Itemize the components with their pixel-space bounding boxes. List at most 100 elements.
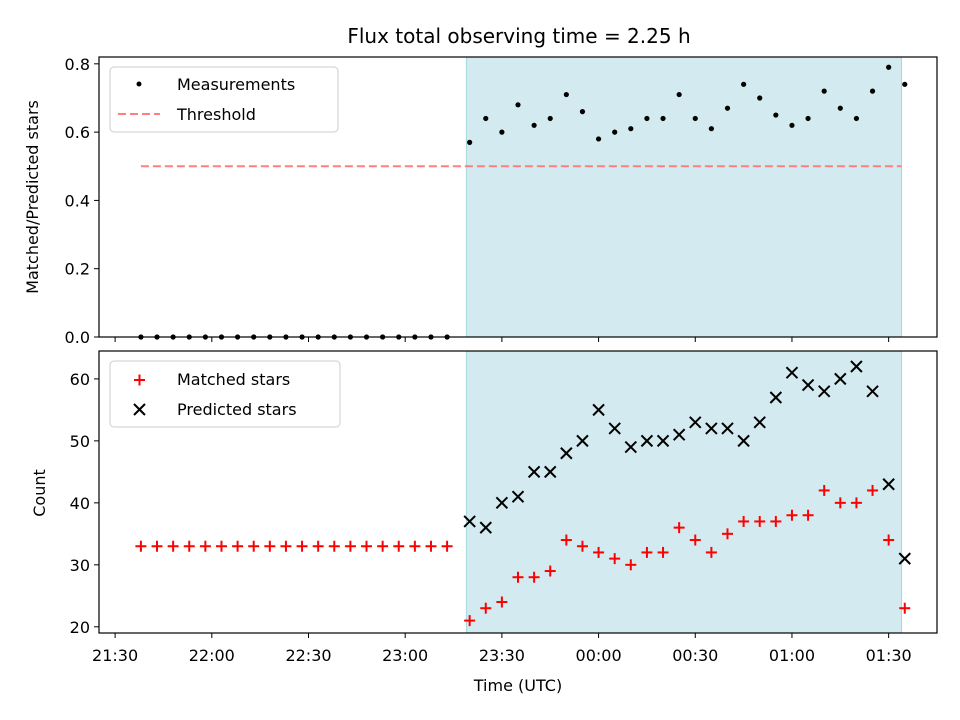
predicted-star-point — [817, 385, 831, 398]
bottom-panel-legend: Matched stars Predicted stars — [109, 360, 341, 428]
series-plus — [135, 484, 911, 627]
matched-star-point — [802, 509, 814, 521]
top-panel-frame — [98, 56, 938, 338]
measurement-point — [724, 105, 731, 111]
x-tick-label: 01:30 — [866, 646, 912, 665]
y-tick-label: 60 — [70, 370, 90, 389]
matched-star-point — [673, 522, 685, 534]
predicted-star-point — [640, 434, 654, 448]
predicted-star-point — [705, 422, 718, 435]
measurement-point — [467, 139, 473, 145]
top-panel-legend: Measurements Threshold — [109, 66, 339, 133]
predicted-star-point — [769, 391, 783, 404]
legend-measurements-label: Measurements — [177, 75, 295, 94]
x-tick-label: 21:30 — [92, 646, 138, 665]
matched-star-point — [232, 540, 244, 552]
predicted-star-point — [721, 422, 734, 435]
x-tick-label: 00:00 — [576, 646, 622, 665]
matched-star-point — [183, 540, 195, 552]
matched-star-point — [883, 534, 895, 546]
predicted-star-point — [608, 422, 621, 435]
measurement-point — [805, 115, 811, 122]
bottom-panel-ylabel: Count — [30, 469, 49, 517]
measurement-point — [789, 122, 795, 128]
matched-star-point — [512, 571, 524, 583]
legend-predicted-marker — [133, 403, 146, 416]
observing-interval-shade — [465, 350, 903, 634]
matched-star-point — [215, 540, 227, 552]
measurement-point — [821, 88, 827, 94]
y-tick-label: 0.4 — [65, 191, 90, 210]
matched-star-point — [899, 602, 911, 614]
predicted-star-point — [850, 360, 863, 373]
matched-star-point — [296, 540, 308, 552]
measurement-point — [886, 64, 892, 70]
y-tick-label: 30 — [70, 556, 90, 575]
legend-matched-marker — [134, 374, 145, 386]
matched-star-point — [754, 515, 766, 527]
predicted-star-point — [479, 521, 492, 534]
matched-star-point — [361, 540, 373, 552]
x-tick-label: 01:00 — [769, 646, 815, 665]
measurement-point — [515, 102, 521, 108]
matched-star-point — [657, 546, 669, 558]
bottom-panel: 21:30 22:00 22:30 23:00 23:30 00:00 00:30 01:00… — [30, 350, 938, 665]
measurement-point — [595, 136, 602, 142]
measurement-point — [644, 115, 650, 122]
measurement-point — [483, 115, 489, 122]
matched-star-point — [834, 497, 846, 509]
x-tick-label: 00:30 — [672, 646, 718, 665]
matched-star-point — [770, 515, 782, 527]
matched-star-point — [625, 559, 637, 571]
matched-star-point — [312, 540, 324, 552]
x-tick-label: 22:30 — [285, 646, 331, 665]
measurement-point — [692, 115, 698, 122]
predicted-star-point — [689, 416, 702, 429]
measurement-point — [660, 115, 666, 122]
measurement-point — [563, 91, 569, 98]
matched-star-point — [867, 484, 879, 496]
predicted-star-point — [882, 478, 895, 491]
legend-matched-label: Matched stars — [177, 370, 290, 389]
matched-star-point — [393, 540, 405, 552]
measurement-point — [853, 115, 860, 122]
matched-star-point — [167, 540, 179, 552]
matched-star-point — [544, 565, 556, 577]
predicted-star-point — [785, 366, 799, 379]
measurement-point — [837, 105, 843, 111]
measurement-point — [628, 126, 634, 132]
matched-star-point — [264, 540, 276, 552]
measurement-point — [902, 81, 908, 87]
observing-interval-shade — [465, 56, 903, 338]
measurement-point — [708, 126, 714, 132]
matched-star-point — [409, 540, 421, 552]
matched-star-point — [560, 534, 572, 546]
predicted-star-point — [463, 515, 476, 528]
y-tick-label: 0.2 — [65, 260, 90, 279]
matched-star-point — [135, 540, 147, 552]
matched-star-point — [641, 546, 653, 558]
predicted-star-point — [511, 490, 525, 503]
measurement-point — [757, 95, 763, 101]
matched-star-point — [738, 515, 750, 527]
measurement-point — [499, 129, 505, 135]
x-tick-label: 23:00 — [382, 646, 428, 665]
measurement-point — [612, 129, 618, 135]
matched-star-point — [344, 540, 356, 552]
matched-star-point — [609, 553, 621, 565]
series-x — [463, 360, 911, 565]
matched-star-point — [593, 546, 605, 558]
measurement-point — [531, 122, 537, 128]
x-tick-label: 22:00 — [189, 646, 235, 665]
measurement-point — [676, 91, 682, 98]
legend-measurements-marker — [136, 81, 142, 87]
matched-star-point — [850, 497, 862, 509]
matched-star-point — [705, 546, 717, 558]
y-tick-label: 50 — [70, 432, 90, 451]
matched-star-point — [576, 540, 588, 552]
bottom-panel-frame — [98, 350, 938, 634]
predicted-star-point — [737, 434, 750, 448]
legend-predicted-label: Predicted stars — [177, 400, 297, 419]
predicted-star-point — [672, 428, 686, 441]
